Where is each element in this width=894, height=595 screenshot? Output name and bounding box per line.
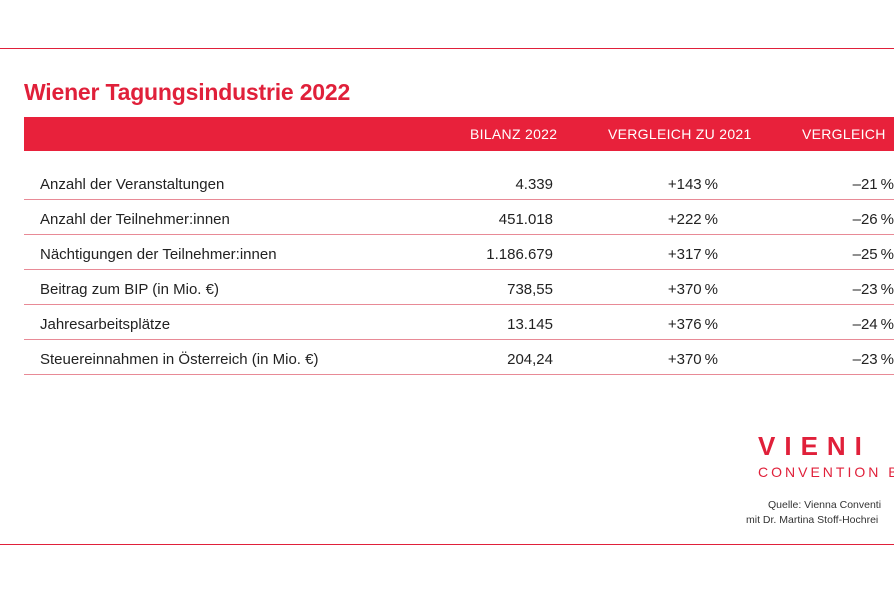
row-value-bilanz: 1.186.679 xyxy=(486,246,553,263)
row-value-bilanz: 13.145 xyxy=(507,316,553,333)
row-label: Beitrag zum BIP (in Mio. €) xyxy=(40,281,219,298)
row-value-vergleich-2021: +317 % xyxy=(667,246,718,263)
row-value-vergleich: –23 % xyxy=(852,351,894,368)
row-value-vergleich-2021: +143 % xyxy=(667,176,718,193)
table-row: Anzahl der Veranstaltungen 4.339 +143 % … xyxy=(24,165,894,200)
header-vergleich: VERGLEICH xyxy=(802,126,886,142)
statistics-table: Anzahl der Veranstaltungen 4.339 +143 % … xyxy=(24,165,894,375)
row-label: Anzahl der Veranstaltungen xyxy=(40,176,225,193)
row-value-vergleich-2021: +376 % xyxy=(667,316,718,333)
row-value-vergleich: –24 % xyxy=(852,316,894,333)
table-row: Jahresarbeitsplätze 13.145 +376 % –24 % xyxy=(24,305,894,340)
table-row: Steuereinnahmen in Österreich (in Mio. €… xyxy=(24,340,894,375)
source-note: Quelle: Vienna Conventi mit Dr. Martina … xyxy=(726,498,894,528)
page-title: Wiener Tagungsindustrie 2022 xyxy=(24,79,351,105)
row-label: Anzahl der Teilnehmer:innen xyxy=(40,211,230,228)
row-value-bilanz: 451.018 xyxy=(498,211,553,228)
row-value-vergleich: –23 % xyxy=(852,281,894,298)
row-value-vergleich-2021: +370 % xyxy=(667,351,718,368)
table-row: Nächtigungen der Teilnehmer:innen 1.186.… xyxy=(24,235,894,270)
header-bilanz-2022: BILANZ 2022 xyxy=(470,126,558,142)
row-value-bilanz: 4.339 xyxy=(515,176,553,193)
row-label: Jahresarbeitsplätze xyxy=(40,316,171,333)
row-value-vergleich: –26 % xyxy=(852,211,894,228)
vienna-convention-logo: VIENI CONVENTION B xyxy=(758,431,894,480)
table-header: BILANZ 2022 VERGLEICH ZU 2021 VERGLEICH xyxy=(24,117,894,151)
logo-wordmark: VIENI xyxy=(758,431,871,461)
table-row: Beitrag zum BIP (in Mio. €) 738,55 +370 … xyxy=(24,270,894,305)
row-label: Nächtigungen der Teilnehmer:innen xyxy=(40,246,277,263)
header-vergleich-2021: VERGLEICH ZU 2021 xyxy=(608,126,752,142)
row-value-vergleich: –21 % xyxy=(852,176,894,193)
row-value-vergleich-2021: +370 % xyxy=(667,281,718,298)
source-line-2: mit Dr. Martina Stoff-Hochrei xyxy=(746,514,879,526)
source-line-1: Quelle: Vienna Conventi xyxy=(768,499,882,511)
table-row: Anzahl der Teilnehmer:innen 451.018 +222… xyxy=(24,200,894,235)
row-label: Steuereinnahmen in Österreich (in Mio. €… xyxy=(40,351,319,368)
bottom-rule xyxy=(0,544,894,545)
row-value-bilanz: 738,55 xyxy=(507,281,553,298)
row-value-bilanz: 204,24 xyxy=(507,351,553,368)
row-value-vergleich-2021: +222 % xyxy=(667,211,718,228)
logo-subline: CONVENTION B xyxy=(758,464,894,480)
top-rule xyxy=(0,48,894,49)
row-value-vergleich: –25 % xyxy=(852,246,894,263)
